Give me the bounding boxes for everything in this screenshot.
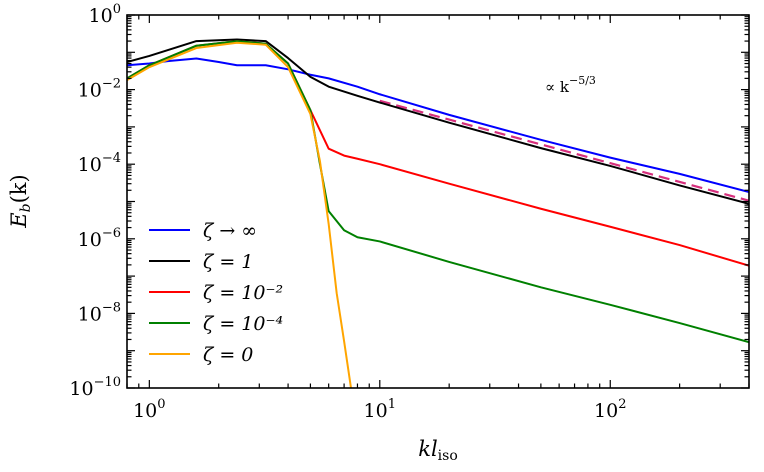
legend-label-3: ζ = 10⁻² [203,282,283,304]
series-line-1 [127,57,749,193]
series-line-2 [127,38,749,205]
y-tick-label-4: 10−4 [78,151,121,176]
x-tick-label-0: 100 [133,397,165,422]
y-axis-label: Eb(k) [7,174,34,228]
y-tick-label-2: 10−2 [78,77,121,102]
legend: ζ → ∞ ζ = 1 ζ = 10⁻² ζ = 10⁻⁴ ζ = 0 [149,220,283,366]
y-tick-label-8: 10−8 [78,300,121,325]
legend-label-2: ζ = 1 [203,251,253,273]
x-tick-label-1: 101 [364,397,396,422]
plot-area [127,38,749,388]
legend-label-5: ζ = 0 [203,344,253,366]
y-tick-label-0: 100 [89,2,121,27]
y-tick-label-6: 10−6 [78,226,121,251]
x-tick-label-2: 102 [594,397,626,422]
slope-annotation: ∝ k−5/3 [545,74,596,96]
x-axis-label: kliso [418,437,458,464]
series-line-5 [127,41,352,388]
legend-label-1: ζ → ∞ [203,220,257,242]
axis-tick-labels: 100 101 102 100 10−2 10−4 10−6 10−8 10−10 [69,2,626,422]
legend-label-4: ζ = 10⁻⁴ [203,313,283,335]
y-tick-label-10: 10−10 [69,375,121,400]
reference-slope-line [379,99,749,202]
axis-ticks [126,14,750,389]
series-line-4 [127,40,749,344]
